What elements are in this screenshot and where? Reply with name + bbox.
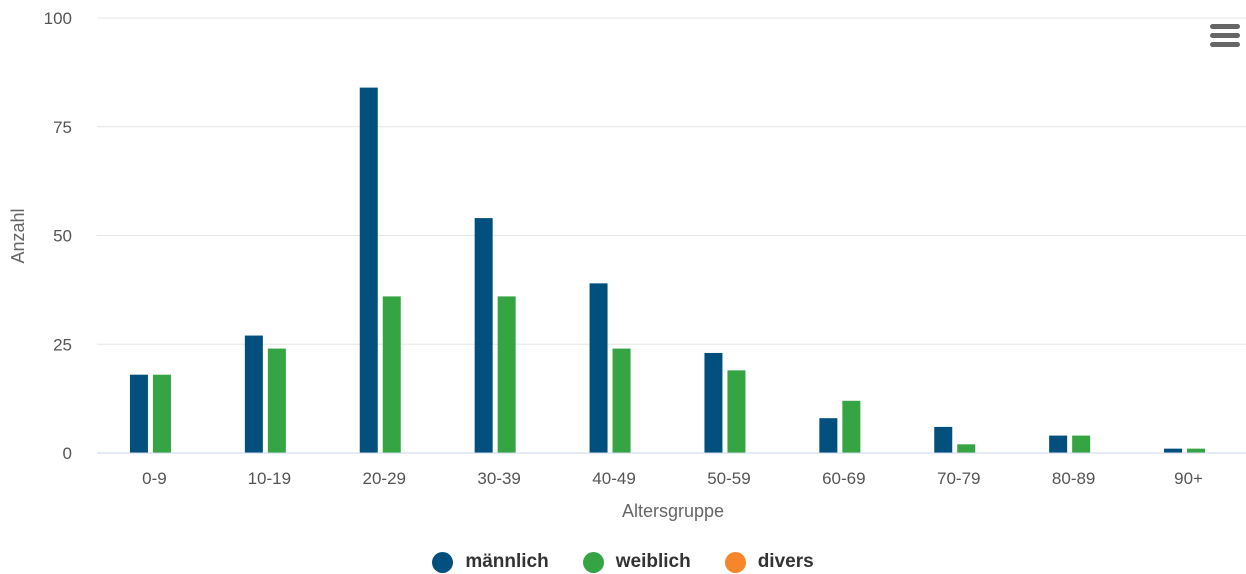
x-tick-label: 50-59: [707, 469, 750, 488]
bar-weiblich-80-89[interactable]: [1072, 435, 1091, 453]
bars: [129, 87, 1206, 453]
legend-item[interactable]: männlich: [432, 551, 549, 573]
legend-label: weiblich: [615, 551, 691, 572]
bar-männlich-0-9[interactable]: [129, 374, 148, 453]
y-tick-label: 25: [53, 335, 72, 354]
bar-männlich-60-69[interactable]: [819, 418, 838, 453]
legend-item[interactable]: divers: [724, 551, 814, 573]
bar-weiblich-20-29[interactable]: [382, 296, 401, 453]
y-axis-title: Anzahl: [8, 208, 28, 263]
bar-chart: 0 25 50 75 100 0-9 10-19 20-29 30-39 40-49 50-59 6…: [8, 9, 1246, 521]
grid-lines: [97, 17, 1246, 345]
bar-weiblich-60-69[interactable]: [842, 400, 861, 453]
legend-marker: [724, 551, 746, 573]
bar-weiblich-10-19[interactable]: [267, 348, 286, 453]
bar-männlich-80-89[interactable]: [1049, 435, 1068, 453]
bar-weiblich-0-9[interactable]: [152, 374, 171, 453]
bar-männlich-40-49[interactable]: [589, 283, 608, 453]
bar-weiblich-50-59[interactable]: [727, 370, 746, 453]
x-tick-label: 90+: [1174, 469, 1203, 488]
legend-label: divers: [757, 551, 814, 572]
x-tick-label: 70-79: [937, 469, 980, 488]
y-tick-label: 75: [53, 118, 72, 137]
bar-weiblich-90+[interactable]: [1187, 448, 1206, 453]
hamburger-menu-icon[interactable]: [1210, 24, 1240, 52]
x-tick-label: 40-49: [592, 469, 635, 488]
legend: männlich weiblich divers: [0, 550, 1246, 574]
x-axis-title: Altersgruppe: [622, 501, 724, 521]
bar-männlich-70-79[interactable]: [934, 426, 953, 453]
x-tick-label: 0-9: [142, 469, 167, 488]
x-tick-label: 60-69: [822, 469, 865, 488]
y-axis-ticks: 0 25 50 75 100: [44, 9, 72, 463]
bar-männlich-90+[interactable]: [1164, 448, 1183, 453]
bar-männlich-20-29[interactable]: [359, 87, 378, 453]
x-tick-label: 20-29: [363, 469, 406, 488]
x-tick-label: 80-89: [1052, 469, 1095, 488]
bar-weiblich-30-39[interactable]: [497, 296, 516, 453]
bar-weiblich-70-79[interactable]: [957, 444, 976, 453]
x-tick-label: 30-39: [477, 469, 520, 488]
bar-männlich-30-39[interactable]: [474, 218, 493, 453]
bar-männlich-10-19[interactable]: [244, 335, 263, 453]
bar-männlich-50-59[interactable]: [704, 352, 723, 453]
bar-weiblich-40-49[interactable]: [612, 348, 631, 453]
legend-item[interactable]: weiblich: [582, 551, 691, 573]
x-tick-label: 10-19: [248, 469, 291, 488]
y-tick-label: 0: [63, 444, 72, 463]
legend-label: männlich: [465, 551, 549, 572]
y-tick-label: 100: [44, 9, 72, 28]
y-tick-label: 50: [53, 227, 72, 246]
x-axis-ticks: 0-9 10-19 20-29 30-39 40-49 50-59 60-69 70-79 80…: [142, 469, 1203, 488]
legend-marker: [432, 551, 454, 573]
legend-marker: [582, 551, 604, 573]
